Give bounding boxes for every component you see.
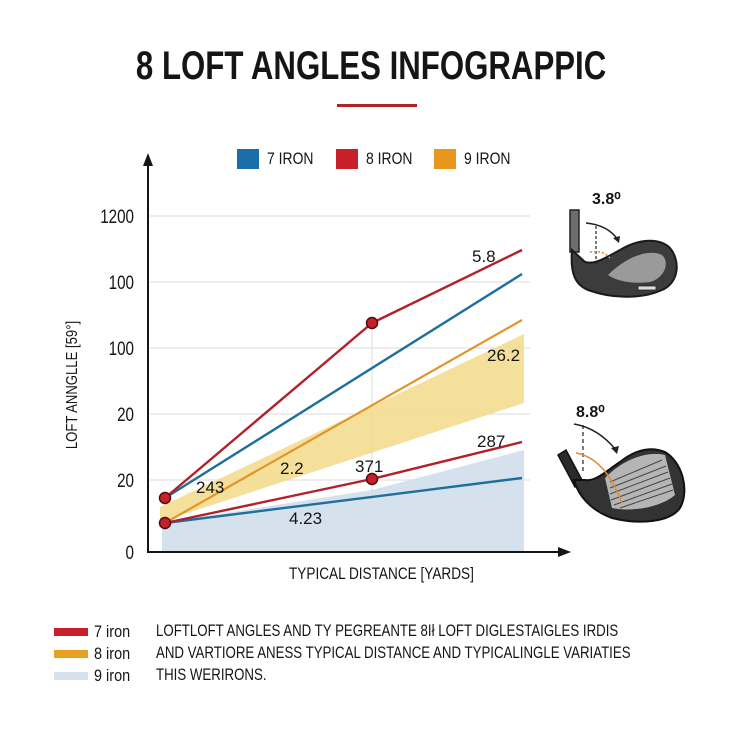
label-orange-mid: 2.2: [280, 459, 304, 478]
chart-legend: 7 IRON 8 IRON 9 IRON: [237, 149, 533, 169]
bottom-legend-item: 9 iron: [54, 665, 137, 687]
legend-label: 9 IRON: [464, 149, 511, 168]
legend-swatch-8-iron: [335, 149, 358, 169]
iron-club-illustration: 8.8⁰: [557, 404, 686, 523]
y-tick: 100: [109, 271, 134, 293]
y-axis-label: LOFT ANNGLLE [59°]: [64, 320, 81, 450]
bottom-legend-item: 7 iron: [54, 621, 137, 643]
axes: [143, 153, 571, 557]
y-tick: 20: [117, 469, 134, 491]
legend-label: 8 IRON: [365, 149, 413, 168]
description-line: THIS WERIRONS.: [156, 665, 267, 684]
bottom-legend-label: 9 iron: [94, 666, 131, 685]
bottom-legend-swatch: [54, 650, 88, 658]
legend-item-7-iron: 7 IRON: [237, 149, 324, 169]
bottom-legend: 7 iron 8 iron 9 iron: [54, 621, 137, 687]
y-tick: 0: [126, 541, 134, 563]
page-title: 8 LOFT ANGLES INFOGRAPPIC: [135, 44, 607, 88]
data-labels: 5.8 26.2 287 371 2.2 243 4.23: [196, 247, 520, 528]
legend-swatch-7-iron: [237, 149, 259, 169]
wedge-club-illustration: 3.8⁰: [569, 191, 678, 298]
x-axis-label: TYPICAL DISTANCE [YARDS]: [289, 564, 474, 583]
line-7-iron-upper: [164, 272, 523, 500]
line-9-iron: [164, 319, 523, 524]
legend-item-8-iron: 8 IRON: [335, 149, 423, 169]
y-tick: 1200: [100, 205, 134, 227]
label-band-end: 26.2: [487, 346, 520, 365]
y-tick: 20: [117, 403, 134, 425]
description-text: LOFTLOFT ANGLES AND TY PEGREANTE 8Ił LOF…: [156, 620, 716, 686]
bottom-legend-swatch: [54, 672, 88, 680]
description-line: AND VARTIORE ANESS TYPICAL DISTANCE AND …: [156, 643, 631, 662]
bottom-legend-swatch: [54, 628, 88, 636]
wedge-angle-label: 3.8⁰: [592, 191, 621, 208]
data-markers: [158, 316, 379, 530]
legend-label: 7 IRON: [267, 149, 314, 168]
label-upper-red-end: 5.8: [472, 247, 496, 266]
legend-item-9-iron: 9 IRON: [434, 149, 521, 169]
bottom-legend-label: 7 iron: [94, 622, 131, 641]
description-line: LOFTLOFT ANGLES AND TY PEGREANTE 8Ił LOF…: [156, 621, 619, 640]
line-7-iron-lower: [164, 476, 523, 525]
y-tick: 100: [109, 337, 134, 359]
iron-angle-label: 8.8⁰: [576, 404, 605, 421]
legend-swatch-9-iron: [434, 149, 457, 169]
title-underline: [337, 104, 417, 107]
label-lower-blue-mid: 4.23: [289, 509, 322, 528]
label-lower-red-mid: 371: [355, 457, 383, 476]
bottom-legend-item: 8 iron: [54, 643, 137, 665]
y-tick-labels: 1200 100 100 20 20 0: [100, 205, 134, 563]
label-left: 243: [196, 478, 224, 497]
bottom-legend-label: 8 iron: [94, 644, 131, 663]
label-lower-red-end: 287: [477, 432, 505, 451]
